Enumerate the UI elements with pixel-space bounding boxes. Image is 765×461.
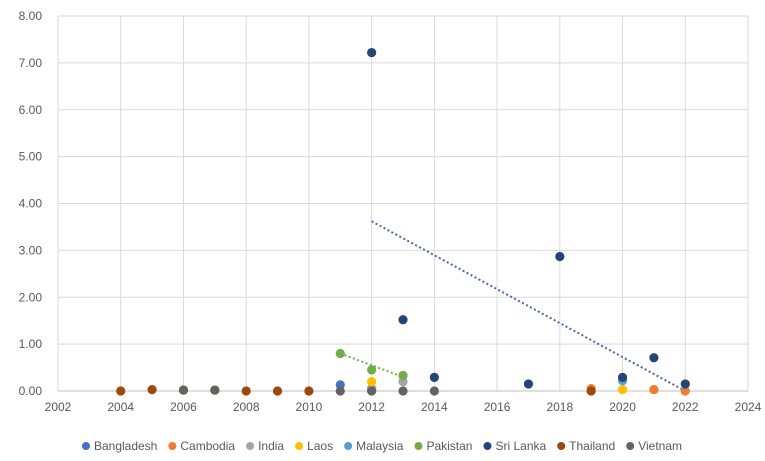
legend-marker-pakistan <box>414 442 423 450</box>
data-point-sri-lanka <box>617 372 628 383</box>
data-point-thailand <box>304 386 314 396</box>
data-point-vietnam <box>178 385 189 395</box>
data-point-vietnam <box>210 385 220 395</box>
x-tick-label: 2022 <box>672 400 699 414</box>
x-tick-label: 2010 <box>296 400 323 414</box>
x-tick-label: 2006 <box>170 400 197 414</box>
data-point-pakistan <box>335 348 345 359</box>
y-tick-label: 0.00 <box>19 384 43 398</box>
data-point-sri-lanka <box>649 353 659 363</box>
legend-label-bangladesh: Bangladesh <box>94 439 157 453</box>
legend-marker-malaysia <box>344 442 353 450</box>
data-point-thailand <box>147 384 157 395</box>
grid-lines <box>57 15 749 392</box>
x-tick-label: 2020 <box>609 400 636 414</box>
legend-label-pakistan: Pakistan <box>426 439 472 453</box>
data-point-cambodia <box>680 386 690 396</box>
data-point-sri-lanka <box>680 379 690 389</box>
data-point-laos <box>617 384 628 395</box>
x-tick-label: 2004 <box>107 400 134 414</box>
data-point-cambodia <box>649 384 659 395</box>
legend-marker-vietnam <box>626 442 635 450</box>
legend-label-cambodia: Cambodia <box>180 439 235 453</box>
legend-label-sri-lanka: Sri Lanka <box>495 439 546 453</box>
data-point-pakistan <box>398 370 408 381</box>
data-point-laos <box>367 377 377 387</box>
y-tick-label: 8.00 <box>19 9 43 23</box>
data-point-sri-lanka <box>398 315 408 325</box>
legend-label-india: India <box>258 439 284 453</box>
x-tick-label: 2016 <box>484 400 511 414</box>
legend-marker-sri-lanka <box>483 442 492 450</box>
legend: Bangladesh Cambodia India Laos Malaysia Pakis… <box>81 439 682 453</box>
x-tick-label: 2018 <box>546 400 573 414</box>
y-tick-label: 5.00 <box>19 150 43 164</box>
legend-label-malaysia: Malaysia <box>356 439 404 453</box>
trendline-pakistan <box>339 352 404 378</box>
legend-marker-india <box>246 442 255 450</box>
trendlines <box>339 220 686 392</box>
legend-label-laos: Laos <box>307 439 333 453</box>
data-point-pakistan <box>367 365 377 375</box>
x-tick-label: 2024 <box>735 400 762 414</box>
legend-label-thailand: Thailand <box>569 439 615 453</box>
data-point-vietnam <box>398 386 408 396</box>
data-point-thailand <box>241 386 251 396</box>
data-point-vietnam <box>335 386 345 396</box>
axes: 2002 2004 2006 2008 2010 2012 2014 2016 2018 2020… <box>19 9 762 414</box>
data-points <box>116 47 690 396</box>
data-point-vietnam <box>429 386 439 396</box>
data-point-sri-lanka <box>523 379 534 389</box>
data-point-thailand <box>116 386 126 396</box>
trendline-sri-lanka <box>371 220 686 392</box>
legend-marker-bangladesh <box>81 442 90 450</box>
y-tick-label: 6.00 <box>19 103 43 117</box>
x-tick-label: 2008 <box>233 400 260 414</box>
x-tick-label: 2012 <box>358 400 385 414</box>
x-tick-label: 2014 <box>421 400 448 414</box>
x-tick-label: 2002 <box>45 400 72 414</box>
legend-label-vietnam: Vietnam <box>638 439 682 453</box>
data-point-thailand <box>272 386 283 396</box>
y-tick-label: 2.00 <box>19 290 43 304</box>
legend-marker-thailand <box>557 442 566 450</box>
data-point-sri-lanka <box>367 47 377 58</box>
y-tick-label: 3.00 <box>19 243 43 257</box>
y-tick-label: 4.00 <box>19 197 43 211</box>
legend-marker-cambodia <box>168 442 177 450</box>
data-point-thailand <box>586 386 596 396</box>
data-point-sri-lanka <box>429 372 439 383</box>
data-point-sri-lanka <box>555 251 565 262</box>
data-point-vietnam <box>367 386 377 396</box>
y-tick-label: 1.00 <box>19 337 43 351</box>
y-tick-label: 7.00 <box>19 56 43 70</box>
legend-marker-laos <box>295 442 304 450</box>
